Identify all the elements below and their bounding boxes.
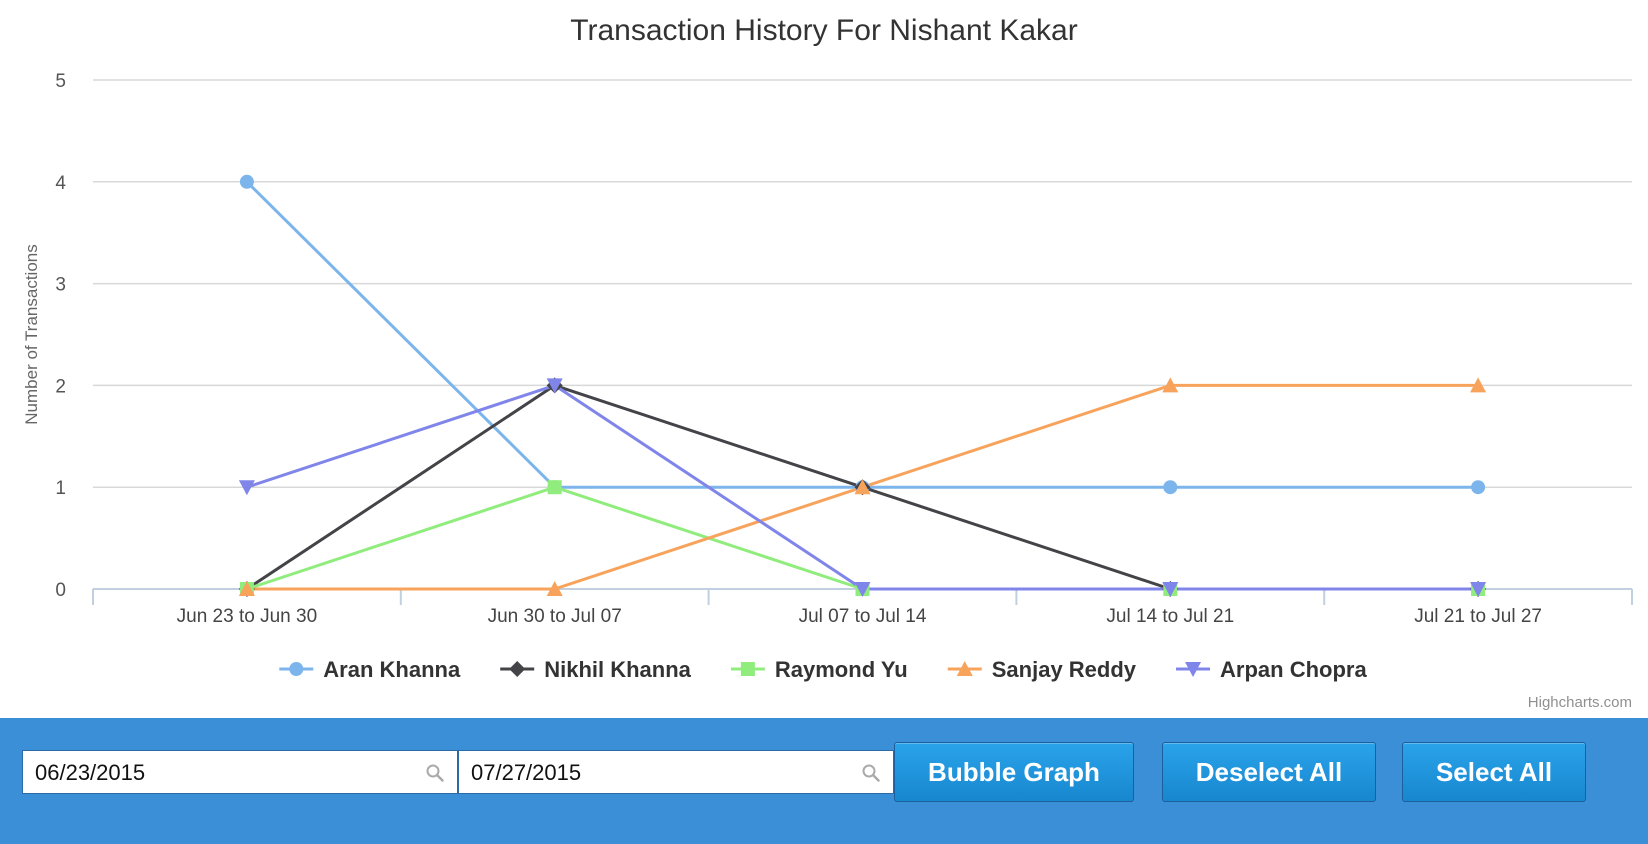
start-date-field[interactable] — [22, 750, 458, 794]
select-all-button[interactable]: Select All — [1402, 742, 1586, 802]
search-icon — [862, 764, 880, 782]
legend-marker — [740, 662, 755, 676]
x-tick-label: Jun 30 to Jul 07 — [488, 606, 622, 627]
legend-marker — [956, 661, 973, 676]
data-point — [854, 582, 871, 597]
data-point — [547, 480, 562, 495]
deselect-all-button[interactable]: Deselect All — [1162, 742, 1376, 802]
x-tick-label: Jul 07 to Jul 14 — [799, 606, 927, 627]
legend-item[interactable]: Raymond Yu — [775, 657, 908, 682]
series-line[interactable] — [245, 180, 1479, 489]
data-point — [1470, 582, 1487, 597]
data-point — [854, 479, 871, 495]
legend-item[interactable]: Aran Khanna — [323, 657, 461, 682]
date-toolbar: Bubble Graph Deselect All Select All — [0, 718, 1648, 844]
y-tick-label: 1 — [55, 478, 66, 499]
highcharts-credit[interactable]: Highcharts.com — [1527, 694, 1632, 711]
end-date-input[interactable] — [469, 752, 833, 794]
y-tick-label: 0 — [55, 580, 66, 601]
data-point — [1470, 377, 1487, 393]
data-point — [546, 581, 563, 596]
bubble-graph-button[interactable]: Bubble Graph — [894, 742, 1134, 802]
line-chart: Transaction History For Nishant Kakar Num… — [22, 14, 1633, 682]
data-point — [239, 174, 254, 189]
legend-marker — [289, 662, 304, 676]
y-tick-label: 5 — [55, 71, 66, 92]
data-point — [1163, 480, 1178, 495]
data-point — [238, 480, 255, 496]
y-tick-label: 3 — [55, 275, 66, 296]
chart-title: Transaction History For Nishant Kakar — [570, 14, 1077, 47]
data-point — [1162, 377, 1179, 393]
data-point — [1471, 480, 1486, 495]
legend-marker — [509, 661, 526, 677]
search-icon — [426, 764, 444, 782]
data-point — [238, 581, 255, 596]
x-tick-label: Jun 23 to Jun 30 — [177, 606, 318, 627]
start-date-input[interactable] — [33, 752, 397, 794]
y-tick-label: 2 — [55, 376, 66, 397]
legend-marker — [1185, 662, 1202, 677]
x-tick-label: Jul 21 to Jul 27 — [1414, 606, 1542, 627]
x-tick-label: Jul 14 to Jul 21 — [1106, 606, 1234, 627]
series-line[interactable] — [246, 485, 1479, 591]
legend-item[interactable]: Sanjay Reddy — [992, 657, 1137, 682]
data-point — [1162, 582, 1179, 597]
legend-item[interactable]: Arpan Chopra — [1220, 657, 1367, 682]
end-date-field[interactable] — [458, 750, 894, 794]
y-axis-label: Number of Transactions — [22, 244, 41, 424]
chart-container: Transaction History For Nishant Kakar Num… — [22, 14, 1633, 711]
y-tick-label: 4 — [55, 173, 66, 194]
data-point — [546, 378, 563, 394]
legend-item[interactable]: Nikhil Khanna — [544, 657, 691, 682]
